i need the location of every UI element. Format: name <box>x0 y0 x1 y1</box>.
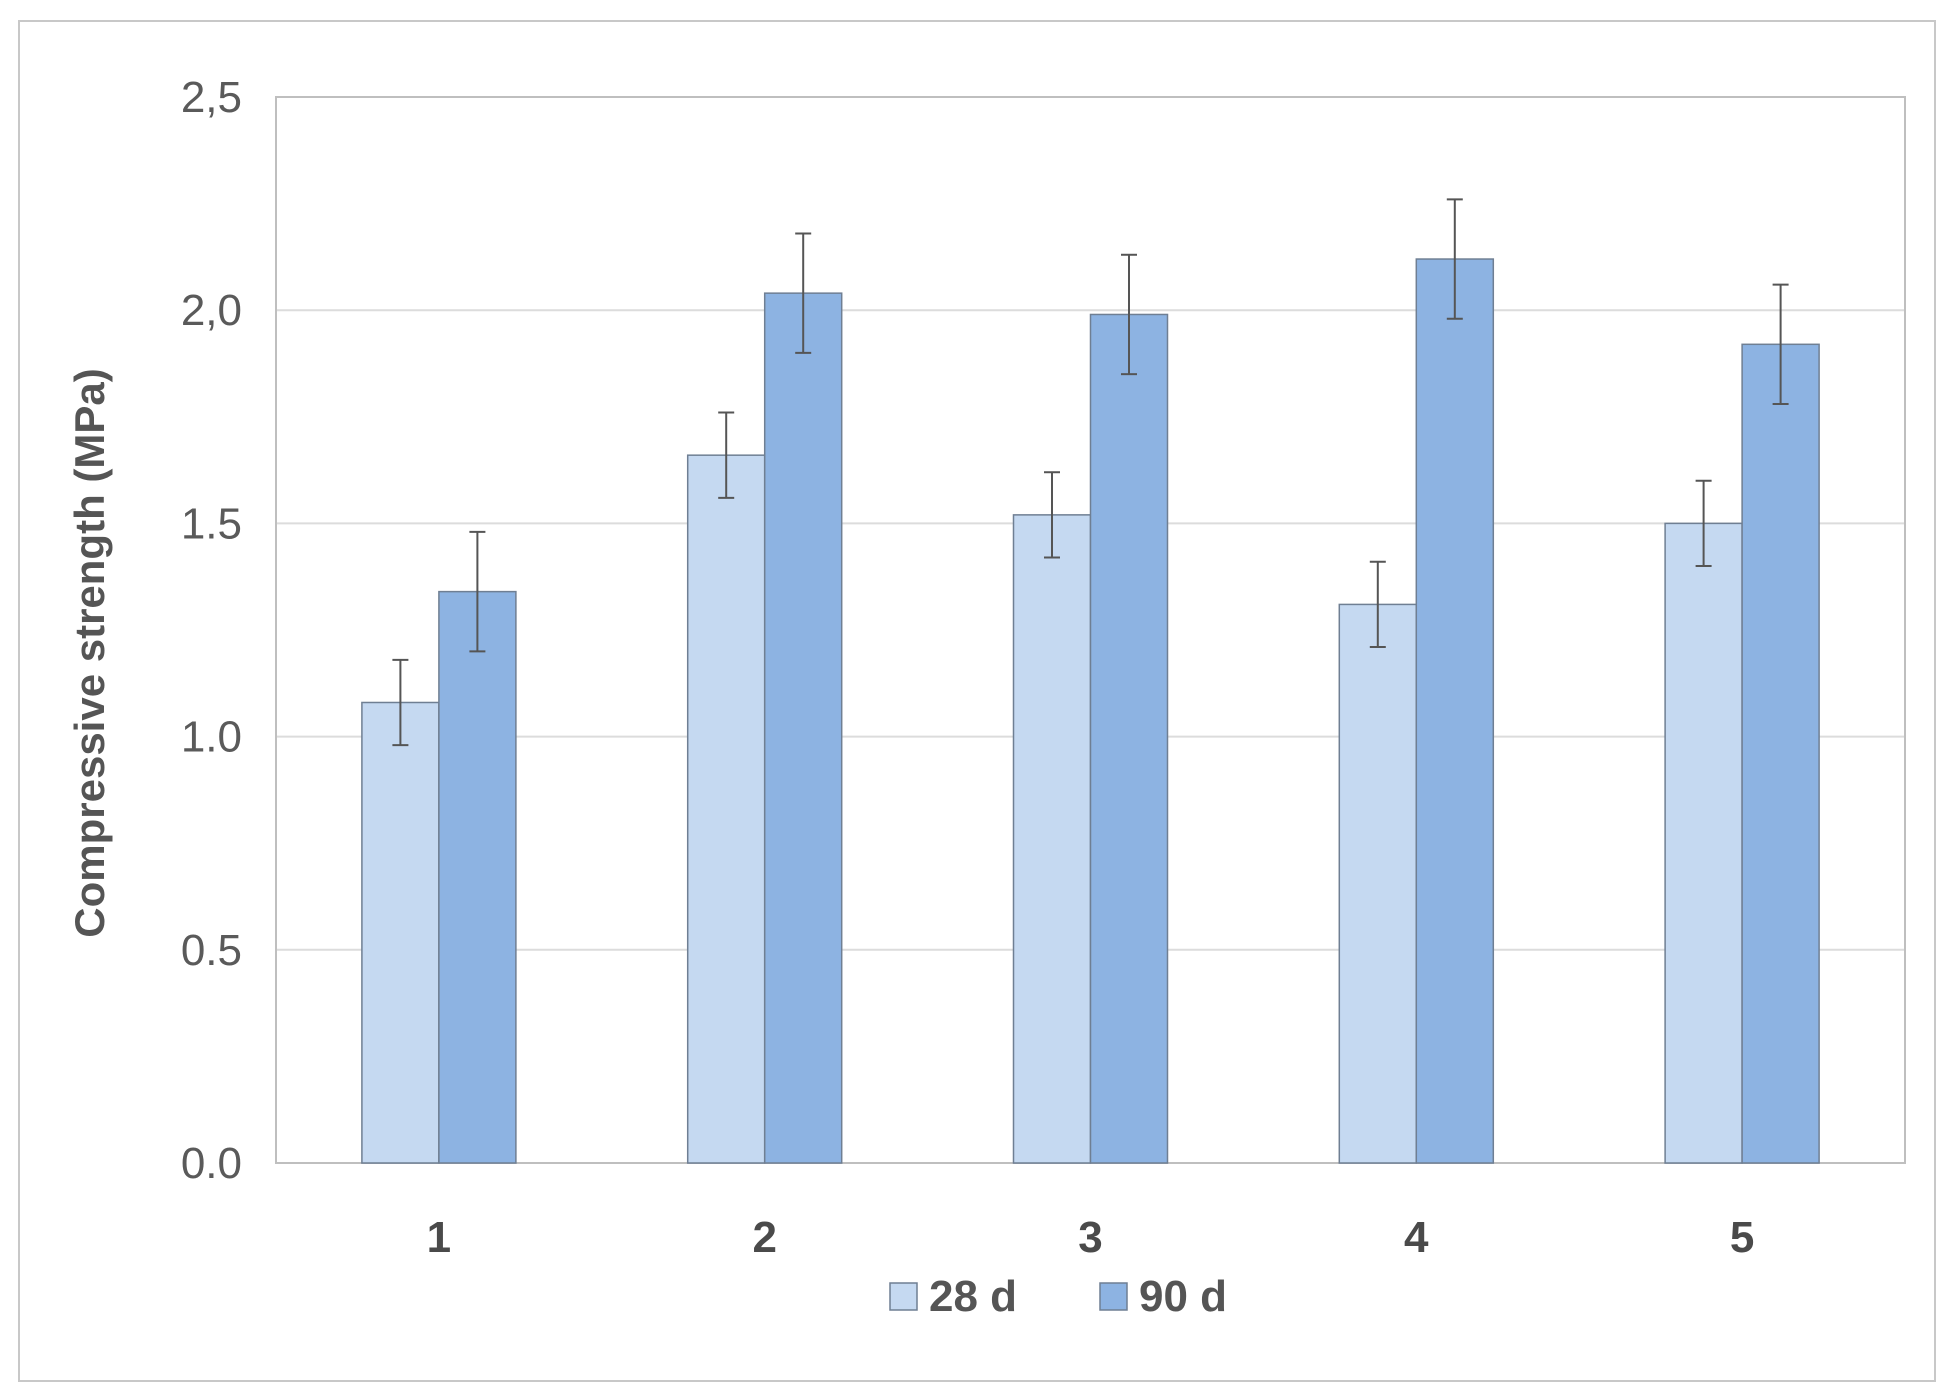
error-bar <box>1044 471 1060 559</box>
legend-label: 28 d <box>929 1272 1017 1321</box>
y-axis-ticks: 0.0 0.5 1.0 1.5 2,0 2,5 <box>181 73 242 1188</box>
x-tick-label: 2 <box>752 1213 776 1262</box>
bar <box>1741 343 1820 1164</box>
legend-item: 28 d <box>889 1272 1017 1321</box>
legend-label: 90 d <box>1139 1272 1227 1321</box>
y-tick-label: 2,0 <box>181 286 242 335</box>
bar <box>763 292 843 1164</box>
bar <box>686 454 766 1164</box>
bar <box>438 590 517 1164</box>
error-bar <box>1446 198 1463 320</box>
bar <box>1089 313 1169 1164</box>
error-bar <box>1369 560 1386 649</box>
legend: 28 d 90 d <box>889 1272 1227 1321</box>
bar <box>1338 603 1418 1164</box>
error-bar <box>795 232 812 354</box>
legend-item: 90 d <box>1099 1272 1227 1321</box>
y-tick-label: 0.5 <box>181 926 242 975</box>
y-tick-label: 1.5 <box>181 499 242 548</box>
error-bar <box>392 658 409 747</box>
error-bar <box>469 530 486 653</box>
error-bar <box>718 411 735 499</box>
y-tick-label: 2,5 <box>181 73 242 122</box>
bar <box>1415 258 1495 1164</box>
error-bar <box>1121 253 1137 376</box>
x-tick-label: 1 <box>427 1213 451 1262</box>
bars <box>361 258 1820 1164</box>
y-tick-label: 1.0 <box>181 713 242 762</box>
error-bars <box>392 198 1789 747</box>
x-tick-label: 4 <box>1404 1213 1429 1262</box>
error-bar <box>1695 479 1712 568</box>
bar <box>361 701 440 1164</box>
x-tick-label: 5 <box>1730 1213 1754 1262</box>
legend-swatch <box>1099 1282 1128 1311</box>
bar <box>1664 522 1743 1164</box>
y-axis-title: Compressive strength (MPa) <box>66 368 113 937</box>
x-axis-ticks: 1 2 3 4 5 <box>427 1213 1755 1262</box>
x-tick-label: 3 <box>1078 1213 1102 1262</box>
legend-swatch <box>889 1282 918 1311</box>
chart-frame <box>18 20 1936 1382</box>
y-tick-label: 0.0 <box>181 1139 242 1188</box>
bar <box>1012 514 1092 1164</box>
error-bar <box>1772 283 1789 406</box>
